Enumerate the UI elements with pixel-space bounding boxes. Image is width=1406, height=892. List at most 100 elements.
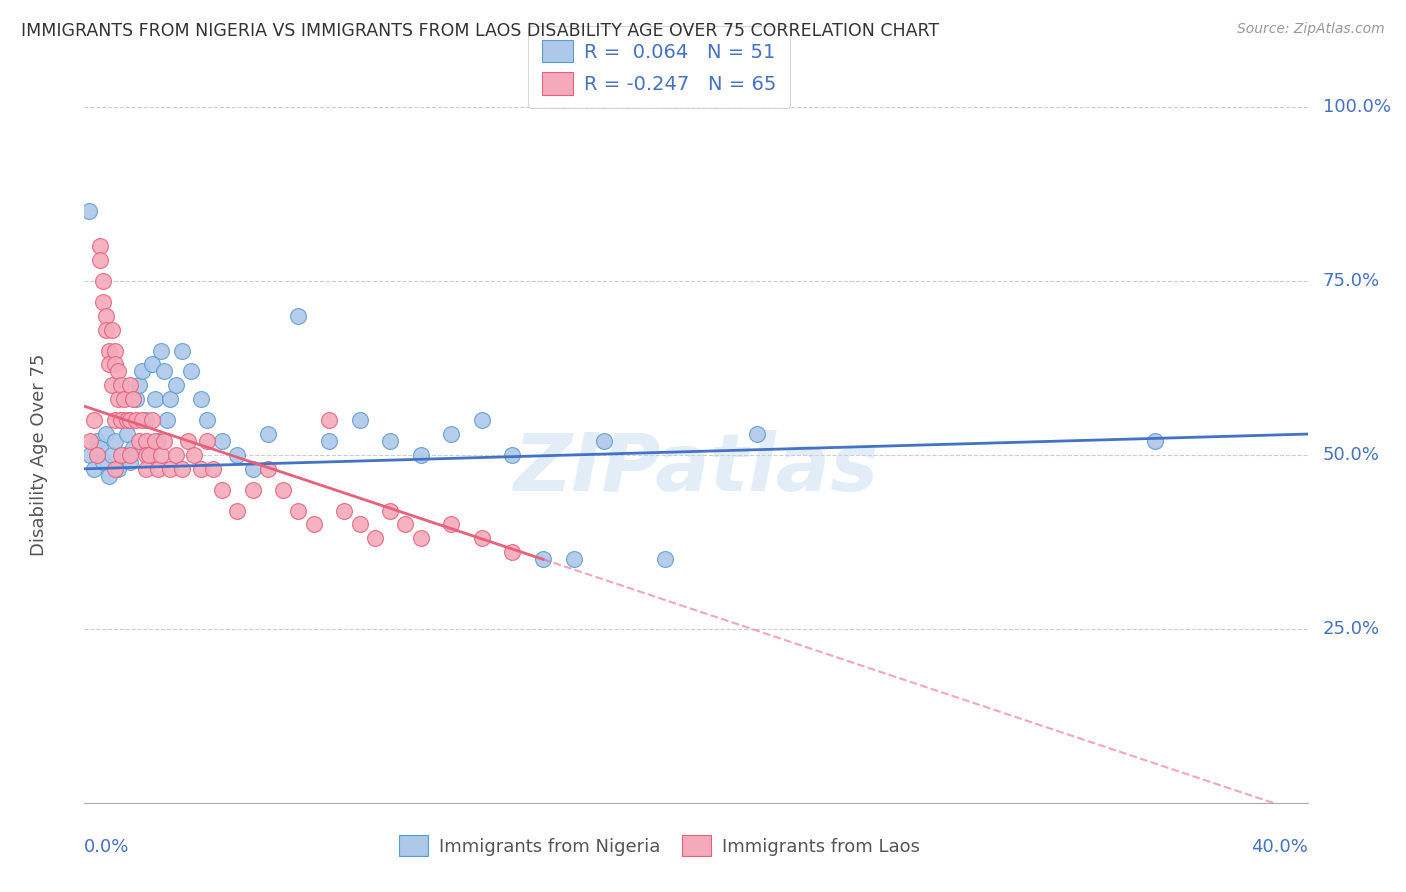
Point	[471, 413, 494, 427]
Point	[380, 434, 402, 448]
Point	[101, 378, 124, 392]
Point	[318, 413, 340, 427]
Point	[94, 309, 117, 323]
Point	[104, 413, 127, 427]
Point	[83, 462, 105, 476]
Point	[165, 448, 187, 462]
Point	[104, 358, 127, 372]
Point	[91, 294, 114, 309]
Point	[242, 483, 264, 497]
Point	[287, 309, 309, 323]
Point	[86, 434, 108, 448]
Point	[110, 413, 132, 427]
Text: Source: ZipAtlas.com: Source: ZipAtlas.com	[1237, 22, 1385, 37]
Point	[91, 455, 114, 469]
Point	[562, 552, 585, 566]
Point	[409, 532, 432, 546]
Point	[101, 448, 124, 462]
Text: 50.0%: 50.0%	[1323, 446, 1379, 464]
Point	[125, 413, 148, 427]
Point	[502, 545, 524, 559]
Point	[125, 392, 148, 407]
Point	[257, 427, 280, 442]
Point	[120, 413, 142, 427]
Point	[138, 448, 160, 462]
Point	[333, 503, 356, 517]
Point	[471, 532, 494, 546]
Point	[211, 483, 233, 497]
Point	[172, 343, 194, 358]
Point	[86, 448, 108, 462]
Point	[211, 434, 233, 448]
Point	[394, 517, 416, 532]
Point	[302, 517, 325, 532]
Point	[97, 343, 120, 358]
Point	[1143, 434, 1166, 448]
Point	[83, 413, 105, 427]
Point	[122, 392, 145, 407]
Point	[146, 462, 169, 476]
Point	[242, 462, 264, 476]
Point	[149, 343, 172, 358]
Point	[104, 434, 127, 448]
Point	[180, 364, 202, 378]
Point	[135, 448, 157, 462]
Point	[104, 462, 127, 476]
Point	[183, 448, 205, 462]
Point	[172, 462, 194, 476]
Point	[190, 392, 212, 407]
Point	[131, 413, 153, 427]
Point	[107, 392, 129, 407]
Point	[120, 378, 142, 392]
Point	[747, 427, 769, 442]
Point	[77, 204, 100, 219]
Point	[131, 364, 153, 378]
Point	[165, 378, 187, 392]
Point	[201, 462, 224, 476]
Point	[141, 413, 163, 427]
Point	[122, 441, 145, 455]
Point	[89, 239, 111, 253]
Point	[107, 364, 129, 378]
Point	[149, 448, 172, 462]
Point	[89, 253, 111, 268]
Point	[128, 378, 150, 392]
Point	[143, 392, 166, 407]
Point	[94, 427, 117, 442]
Text: IMMIGRANTS FROM NIGERIA VS IMMIGRANTS FROM LAOS DISABILITY AGE OVER 75 CORRELATI: IMMIGRANTS FROM NIGERIA VS IMMIGRANTS FR…	[21, 22, 939, 40]
Text: 100.0%: 100.0%	[1323, 98, 1391, 116]
Point	[115, 427, 138, 442]
Point	[112, 392, 135, 407]
Point	[226, 448, 249, 462]
Point	[593, 434, 616, 448]
Point	[110, 413, 132, 427]
Point	[190, 462, 212, 476]
Point	[89, 441, 111, 455]
Point	[138, 448, 160, 462]
Point	[104, 343, 127, 358]
Point	[120, 448, 142, 462]
Point	[115, 413, 138, 427]
Point	[135, 462, 157, 476]
Point	[349, 413, 371, 427]
Point	[409, 448, 432, 462]
Point	[287, 503, 309, 517]
Point	[271, 483, 294, 497]
Point	[101, 323, 124, 337]
Point	[112, 448, 135, 462]
Text: 0.0%: 0.0%	[84, 838, 129, 855]
Point	[146, 434, 169, 448]
Point	[110, 448, 132, 462]
Point	[364, 532, 387, 546]
Point	[349, 517, 371, 532]
Point	[128, 434, 150, 448]
Point	[94, 323, 117, 337]
Point	[226, 503, 249, 517]
Legend: Immigrants from Nigeria, Immigrants from Laos: Immigrants from Nigeria, Immigrants from…	[392, 828, 927, 863]
Point	[195, 434, 218, 448]
Point	[159, 392, 181, 407]
Point	[110, 378, 132, 392]
Point	[107, 462, 129, 476]
Point	[153, 434, 176, 448]
Point	[135, 413, 157, 427]
